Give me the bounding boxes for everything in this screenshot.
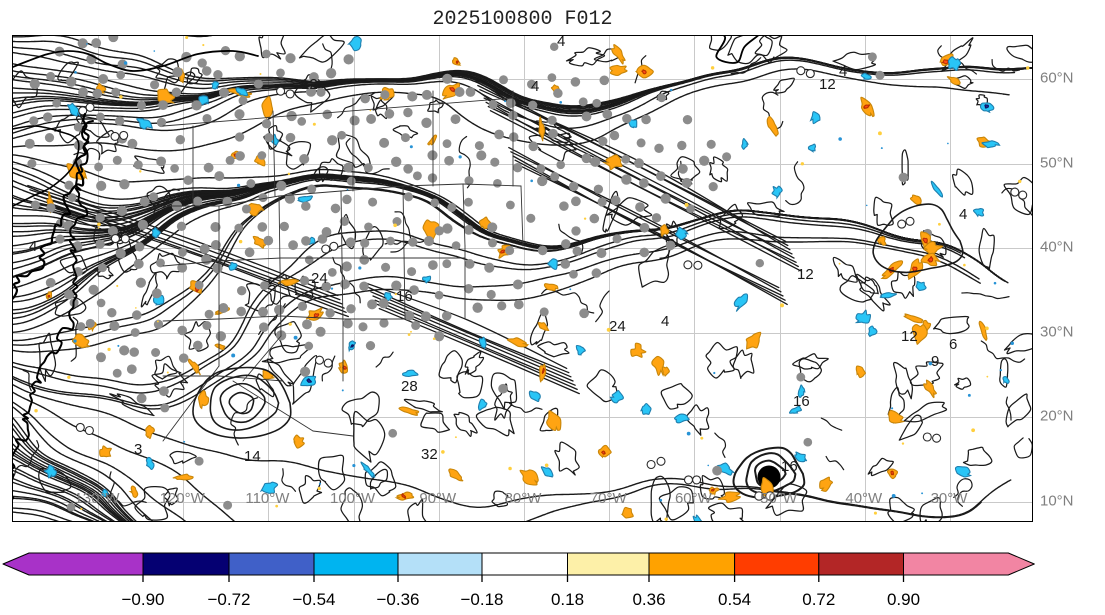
svg-text:12: 12 xyxy=(901,328,918,345)
svg-text:16: 16 xyxy=(396,288,413,305)
svg-text:4: 4 xyxy=(557,36,565,50)
svg-text:4: 4 xyxy=(661,313,669,330)
svg-text:4: 4 xyxy=(29,238,37,255)
svg-text:28: 28 xyxy=(401,378,418,395)
svg-text:9: 9 xyxy=(931,353,939,370)
svg-text:3: 3 xyxy=(134,441,142,458)
svg-text:4: 4 xyxy=(531,78,539,95)
svg-text:4: 4 xyxy=(839,63,847,80)
svg-text:24: 24 xyxy=(609,318,626,335)
svg-text:12: 12 xyxy=(301,76,318,93)
svg-text:16: 16 xyxy=(793,393,810,410)
svg-text:6: 6 xyxy=(949,336,957,353)
svg-text:24: 24 xyxy=(311,270,328,287)
svg-text:32: 32 xyxy=(421,446,438,463)
svg-text:12: 12 xyxy=(797,266,814,283)
svg-text:12: 12 xyxy=(819,76,836,93)
svg-text:4: 4 xyxy=(959,206,967,223)
svg-text:14: 14 xyxy=(244,448,261,465)
